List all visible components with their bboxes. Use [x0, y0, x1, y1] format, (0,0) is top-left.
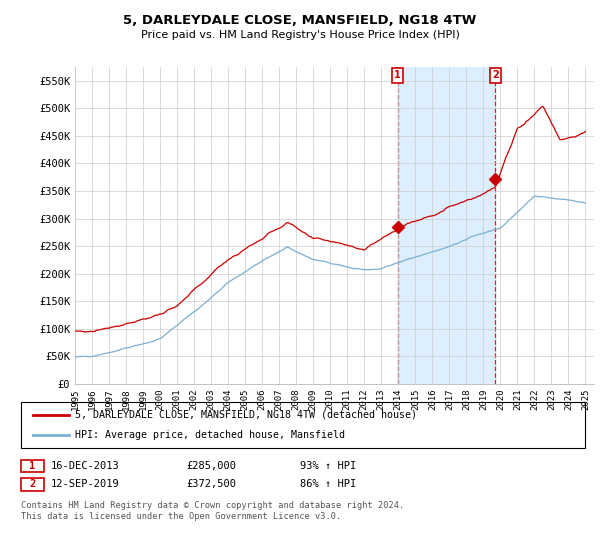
Text: 2: 2 — [29, 479, 35, 489]
Text: 1: 1 — [394, 70, 401, 80]
Text: 1: 1 — [29, 461, 35, 471]
Text: 5, DARLEYDALE CLOSE, MANSFIELD, NG18 4TW (detached house): 5, DARLEYDALE CLOSE, MANSFIELD, NG18 4TW… — [75, 410, 417, 420]
Text: 12-SEP-2019: 12-SEP-2019 — [51, 479, 120, 489]
Text: Price paid vs. HM Land Registry's House Price Index (HPI): Price paid vs. HM Land Registry's House … — [140, 30, 460, 40]
Text: 16-DEC-2013: 16-DEC-2013 — [51, 461, 120, 471]
Text: HPI: Average price, detached house, Mansfield: HPI: Average price, detached house, Mans… — [75, 430, 345, 440]
Text: 93% ↑ HPI: 93% ↑ HPI — [300, 461, 356, 471]
Text: 5, DARLEYDALE CLOSE, MANSFIELD, NG18 4TW: 5, DARLEYDALE CLOSE, MANSFIELD, NG18 4TW — [124, 14, 476, 27]
Text: Contains HM Land Registry data © Crown copyright and database right 2024.
This d: Contains HM Land Registry data © Crown c… — [21, 501, 404, 521]
Text: 2: 2 — [492, 70, 499, 80]
Text: £372,500: £372,500 — [186, 479, 236, 489]
Text: £285,000: £285,000 — [186, 461, 236, 471]
Bar — [398, 67, 496, 384]
Text: 86% ↑ HPI: 86% ↑ HPI — [300, 479, 356, 489]
